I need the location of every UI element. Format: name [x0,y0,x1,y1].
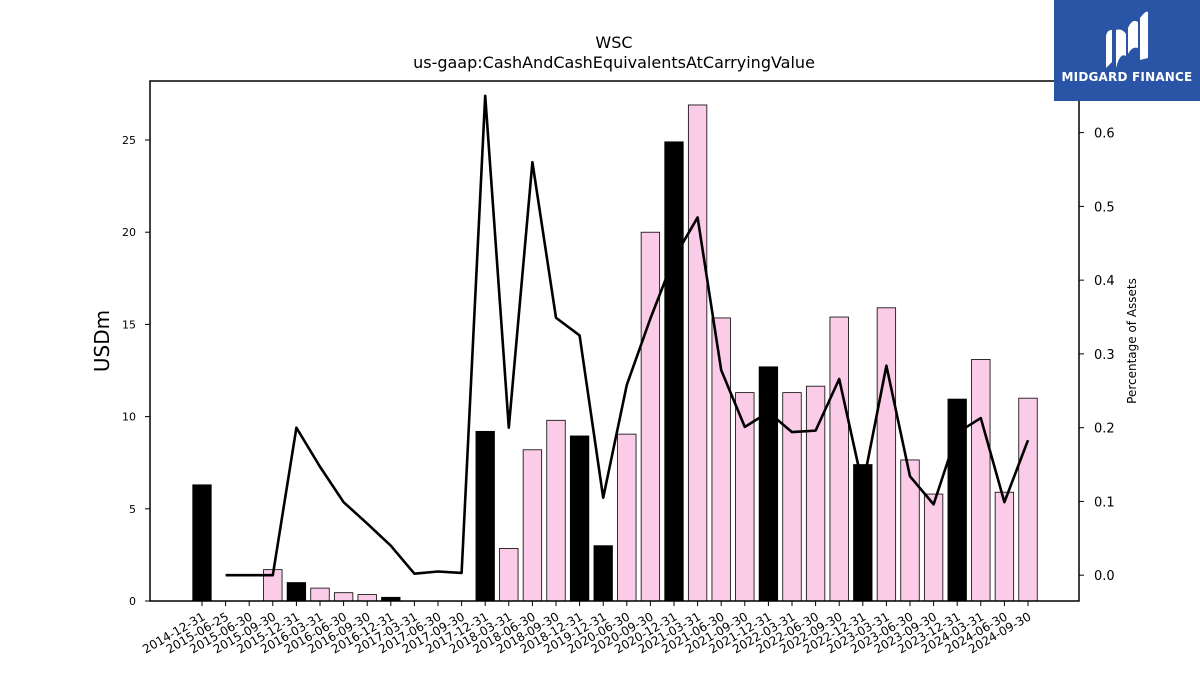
bar [1018,397,1038,602]
bar [522,449,543,602]
bar [310,587,330,602]
bar [758,366,779,602]
bar [923,493,944,602]
bar [994,491,1015,602]
bar [569,435,590,602]
bar [900,459,920,602]
y-right-tick-label: 0.2 [1094,422,1115,437]
chart-subtitle: us-gaap:CashAndCashEquivalentsAtCarrying… [413,53,815,72]
bar [286,582,307,602]
percentage-line-series [225,94,1030,577]
bar [617,433,637,602]
y-tick-label: 10 [122,411,136,424]
y-tick-label: 20 [122,226,136,239]
y-right-tick-label: 0.1 [1094,495,1115,510]
bar-series [192,104,1038,602]
bar [829,316,849,602]
y-axis-label: USDm [90,310,114,372]
midgard-finance-logo: MIDGARD FINANCE [1054,0,1200,101]
y-right-tick-label: 0.4 [1094,274,1115,289]
y-right-tick-label: 0.6 [1094,127,1115,142]
chart-title: WSC [595,33,632,52]
y-right-tick-label: 0.5 [1094,200,1115,215]
bar [687,104,708,602]
percentage-line [225,94,1030,577]
bar [782,392,802,602]
bar [640,231,661,602]
y-axis-right-label: Percentage of Assets [1125,278,1139,404]
y-tick-label: 0 [129,595,136,608]
plot-frame [149,80,1080,602]
bar [971,359,991,602]
bar [499,548,519,602]
y-right-tick-label: 0.0 [1094,569,1115,584]
bar [593,545,613,602]
bar [475,430,495,602]
y-tick-label: 25 [122,134,136,147]
bar [357,594,377,602]
bar [664,141,684,602]
bar [546,419,566,602]
logo-text: MIDGARD FINANCE [1061,70,1193,84]
y-tick-label: 15 [122,318,136,331]
bar [711,317,731,602]
bar [192,484,212,602]
y-tick-label: 5 [129,503,136,516]
y-right-tick-label: 0.3 [1094,348,1115,363]
bar [333,592,354,602]
axes: 05101520250.00.10.20.30.40.50.62014-12-3… [122,80,1115,656]
bar [876,307,897,602]
logo-mark-icon [1106,11,1148,68]
